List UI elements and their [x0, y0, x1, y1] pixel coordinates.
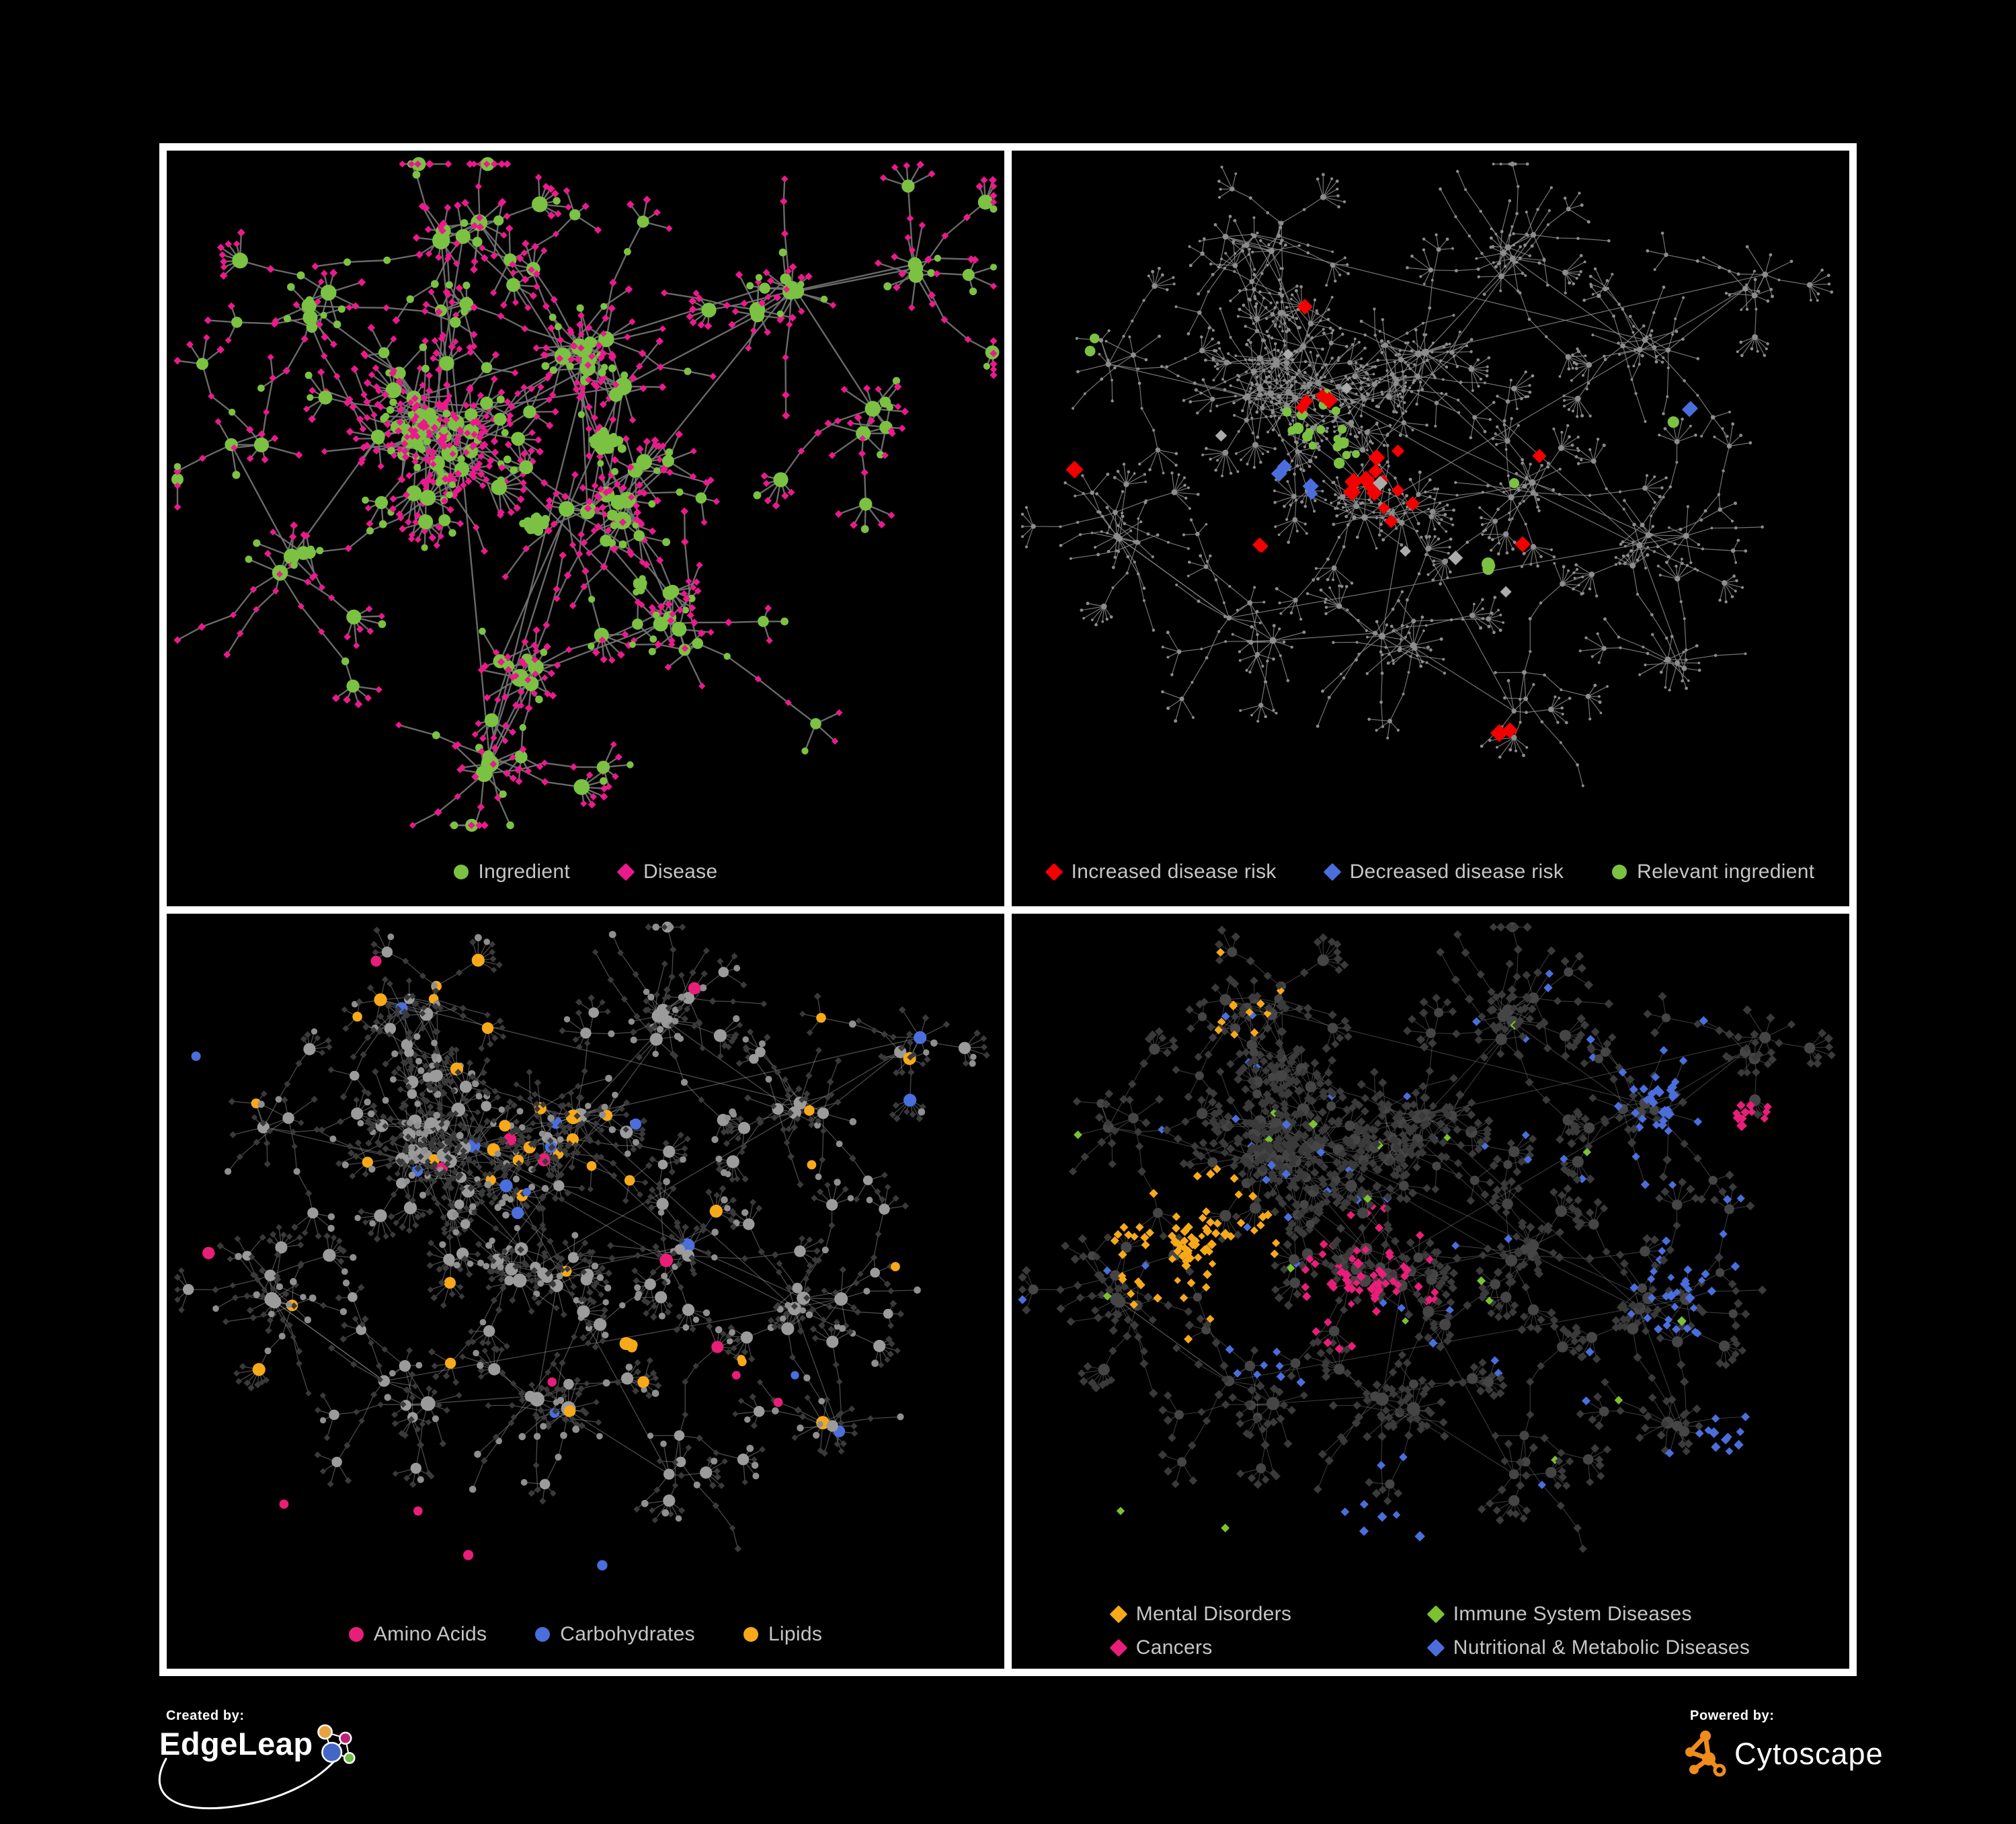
powered-by-block: Powered by: Cytoscape — [1683, 1708, 1884, 1779]
cytoscape-node — [1689, 1765, 1699, 1774]
legend-item-amino-acids: Amino Acids — [349, 1623, 487, 1646]
circle-legend-marker-icon — [454, 865, 469, 879]
legend-label: Relevant ingredient — [1637, 861, 1814, 883]
legend-label: Cancers — [1136, 1636, 1213, 1659]
disease-risk-network — [1012, 151, 1849, 906]
edgeleap-node-magenta — [339, 1733, 351, 1744]
edgeleap-node-green — [344, 1753, 354, 1763]
panel-nutrient-classes: Amino Acids Carbohydrates Lipids — [167, 914, 1004, 1669]
legend-label: Mental Disorders — [1136, 1603, 1292, 1626]
legend-label: Lipids — [768, 1623, 822, 1646]
cytoscape-network-icon — [1683, 1728, 1726, 1779]
cytoscape-ring-node — [1715, 1766, 1724, 1775]
edgeleap-wordmark: EdgeLeap — [159, 1727, 313, 1761]
legend-label: Decreased disease risk — [1350, 861, 1564, 883]
ingredient-disease-network — [167, 151, 1004, 906]
diamond-legend-marker-icon — [1323, 863, 1341, 881]
legend-label: Disease — [643, 861, 717, 883]
circle-legend-marker-icon — [349, 1627, 364, 1642]
legend-item-carbohydrates: Carbohydrates — [535, 1623, 695, 1646]
diamond-legend-marker-icon — [1426, 1639, 1445, 1657]
cytoscape-node — [1700, 1731, 1711, 1741]
panel-disease-categories: Mental Disorders Immune System Diseases Ca… — [1012, 914, 1849, 1669]
circle-legend-marker-icon — [535, 1627, 550, 1642]
disease-category-network — [1012, 914, 1849, 1669]
legend-item-nutritional-metabolic-diseases: Nutritional & Metabolic Diseases — [1428, 1636, 1750, 1659]
diamond-legend-marker-icon — [1109, 1605, 1127, 1624]
legend-disease-categories: Mental Disorders Immune System Diseases Ca… — [1012, 1603, 1849, 1659]
legend-label: Carbohydrates — [560, 1623, 695, 1646]
legend-disease-risk: Increased disease risk Decreased disease … — [1012, 861, 1849, 883]
legend-item-ingredient: Ingredient — [454, 861, 570, 883]
circle-legend-marker-icon — [743, 1627, 758, 1642]
panel-ingredient-disease: Ingredient Disease — [167, 151, 1004, 906]
diamond-legend-marker-icon — [1109, 1639, 1127, 1657]
legend-nutrient-classes: Amino Acids Carbohydrates Lipids — [167, 1623, 1004, 1646]
legend-label: Ingredient — [479, 861, 570, 883]
legend-item-increased-disease-risk: Increased disease risk — [1047, 861, 1277, 883]
legend-label: Increased disease risk — [1072, 861, 1277, 883]
legend-label: Nutritional & Metabolic Diseases — [1453, 1636, 1750, 1659]
legend-item-lipids: Lipids — [743, 1623, 822, 1646]
cytoscape-node — [1702, 1752, 1716, 1766]
diamond-legend-marker-icon — [617, 863, 635, 881]
legend-item-mental-disorders: Mental Disorders — [1111, 1603, 1380, 1626]
panel-disease-risk: Increased disease risk Decreased disease … — [1012, 151, 1849, 906]
edgeleap-network-icon — [309, 1716, 361, 1778]
created-by-block: Created by: EdgeLeap — [159, 1708, 361, 1778]
edgeleap-node-yellow — [318, 1725, 331, 1739]
legend-item-cancers: Cancers — [1111, 1636, 1380, 1659]
panel-grid: Ingredient Disease Increased disease risk… — [159, 143, 1857, 1676]
nutrient-class-network — [167, 914, 1004, 1669]
legend-label: Amino Acids — [374, 1623, 487, 1646]
legend-item-immune-system-diseases: Immune System Diseases — [1428, 1603, 1750, 1626]
legend-ingredient-disease: Ingredient Disease — [167, 861, 1004, 883]
edgeleap-node-blue — [322, 1743, 341, 1762]
legend-item-relevant-ingredient: Relevant ingredient — [1612, 861, 1814, 883]
diamond-legend-marker-icon — [1045, 863, 1063, 881]
cytoscape-wordmark: Cytoscape — [1734, 1739, 1884, 1769]
cytoscape-node — [1685, 1747, 1695, 1757]
cytoscape-logo: Cytoscape — [1683, 1728, 1884, 1779]
diamond-legend-marker-icon — [1426, 1605, 1445, 1624]
legend-item-decreased-disease-risk: Decreased disease risk — [1325, 861, 1564, 883]
edgeleap-logo: EdgeLeap — [159, 1727, 361, 1778]
legend-label: Immune System Diseases — [1453, 1603, 1692, 1626]
circle-legend-marker-icon — [1612, 865, 1627, 879]
legend-item-disease: Disease — [618, 861, 717, 883]
powered-by-label: Powered by: — [1690, 1708, 1884, 1724]
